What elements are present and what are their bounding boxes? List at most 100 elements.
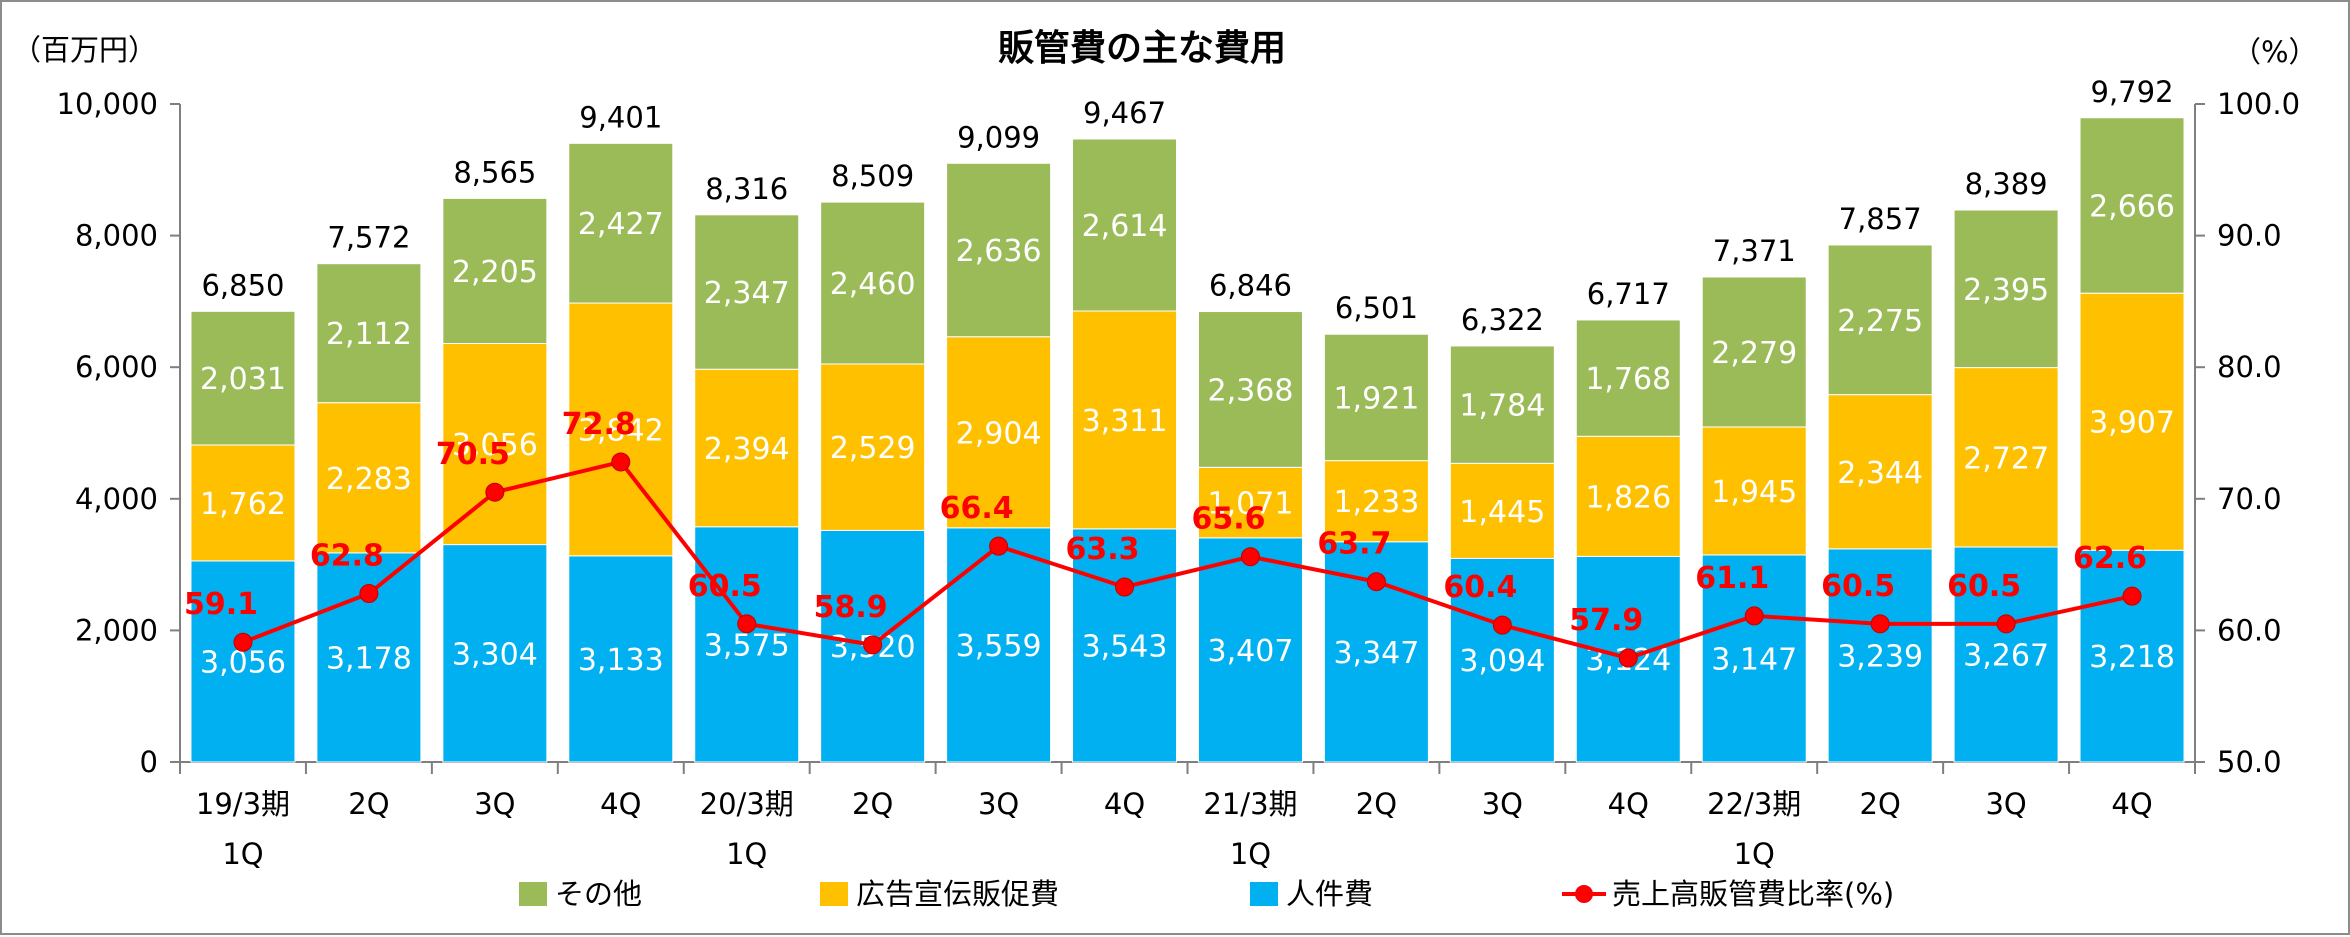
bar-segment-personnel — [1449, 557, 1555, 763]
bar-segment-other — [2079, 117, 2185, 294]
right-y-tick-label: 60.0 — [2217, 613, 2282, 647]
other-cost-label: 2,636 — [956, 234, 1042, 269]
bar-total-label: 6,850 — [201, 268, 284, 302]
bar-segment-personnel — [946, 527, 1052, 763]
x-tick-label: 2Q — [1860, 787, 1901, 821]
x-tick-label: 4Q — [1104, 787, 1145, 821]
personnel-cost-label: 3,239 — [1837, 639, 1923, 674]
bar-segment-other — [820, 201, 926, 365]
bar-segment-other — [1953, 209, 2059, 369]
ratio-label: 59.1 — [184, 587, 258, 622]
bar-segment-personnel — [1827, 548, 1933, 763]
bar-segment-advertising — [1701, 426, 1807, 556]
ratio-label: 60.5 — [1821, 569, 1895, 604]
right-y-tick-label: 50.0 — [2217, 745, 2282, 779]
bar-total-label: 7,371 — [1713, 234, 1796, 268]
ratio-label: 70.5 — [436, 437, 510, 472]
ratio-label: 72.8 — [562, 407, 636, 442]
bar-total-label: 6,501 — [1335, 291, 1418, 325]
x-tick-label: 1Q — [1734, 837, 1775, 871]
bar-segment-personnel — [1197, 537, 1303, 763]
bar-segment-other — [1701, 276, 1807, 428]
ratio-label: 65.6 — [1191, 502, 1265, 537]
legend-label: 売上高販管費比率(%) — [1612, 877, 1894, 911]
bar-segment-advertising — [1197, 466, 1303, 539]
right-y-tick-label: 90.0 — [2217, 219, 2282, 253]
bar-segment-advertising — [1575, 435, 1681, 557]
bar-total-label: 6,322 — [1461, 303, 1544, 337]
x-tick-label: 4Q — [2111, 787, 2152, 821]
ratio-point — [1744, 606, 1764, 626]
bar-segment-other — [316, 263, 422, 404]
legend-swatch-other — [519, 882, 547, 906]
advertising-cost-label: 1,071 — [1208, 487, 1294, 522]
bar-segment-advertising — [1072, 310, 1178, 530]
ratio-label: 61.1 — [1695, 561, 1769, 596]
bar-total-label: 7,572 — [327, 221, 410, 255]
ratio-point — [1618, 648, 1638, 668]
personnel-cost-label: 3,559 — [956, 629, 1042, 664]
bar-segment-personnel — [2079, 549, 2185, 763]
legend-swatch-personnel — [1250, 882, 1278, 906]
ratio-point — [1240, 547, 1260, 567]
bar-total-label: 8,316 — [705, 172, 788, 206]
bar-total-label: 7,857 — [1839, 202, 1922, 236]
bar-segment-personnel — [1072, 528, 1178, 763]
advertising-cost-label: 2,344 — [1837, 456, 1923, 491]
ratio-label: 63.3 — [1066, 532, 1140, 567]
x-tick-label: 4Q — [600, 787, 641, 821]
legend-label: 広告宣伝販促費 — [856, 877, 1059, 911]
bar-total-label: 9,792 — [2091, 75, 2174, 109]
left-y-tick-label: 8,000 — [75, 219, 158, 253]
bar-segment-other — [190, 310, 296, 446]
advertising-cost-label: 3,311 — [1082, 404, 1168, 439]
other-cost-label: 2,427 — [578, 207, 664, 242]
bar-segment-personnel — [190, 560, 296, 763]
ratio-point — [1996, 614, 2016, 634]
ratio-label: 58.9 — [814, 590, 888, 625]
ratio-label: 62.8 — [310, 539, 384, 574]
bar-total-label: 8,389 — [1965, 167, 2048, 201]
bar-segment-personnel — [1953, 546, 2059, 763]
x-tick-label: 3Q — [978, 787, 1019, 821]
ratio-label: 60.4 — [1443, 570, 1517, 605]
other-cost-label: 1,921 — [1333, 381, 1419, 416]
ratio-label: 57.9 — [1569, 603, 1643, 638]
right-y-tick-label: 80.0 — [2217, 350, 2282, 384]
left-axis-unit: （百万円） — [12, 33, 157, 67]
advertising-cost-label: 1,762 — [200, 487, 286, 522]
x-tick-label: 3Q — [1985, 787, 2026, 821]
personnel-cost-label: 3,347 — [1333, 636, 1419, 671]
ratio-point — [989, 536, 1009, 556]
right-y-tick-label: 70.0 — [2217, 482, 2282, 516]
advertising-cost-label: 2,727 — [1963, 441, 2049, 476]
bar-segment-advertising — [1953, 367, 2059, 548]
personnel-cost-label: 3,178 — [326, 641, 412, 676]
advertising-cost-label: 3,907 — [2089, 406, 2175, 441]
other-cost-label: 2,205 — [452, 255, 538, 290]
advertising-cost-label: 1,945 — [1711, 475, 1797, 510]
bar-segment-other — [568, 142, 674, 304]
ratio-point — [1492, 615, 1512, 635]
bar-segment-other — [1072, 138, 1178, 312]
x-tick-label: 4Q — [1608, 787, 1649, 821]
bar-segment-advertising — [190, 444, 296, 562]
x-tick-label: 20/3期 — [700, 787, 794, 821]
x-tick-label: 2Q — [1356, 787, 1397, 821]
x-tick-label: 3Q — [474, 787, 515, 821]
personnel-cost-label: 3,304 — [452, 637, 538, 672]
other-cost-label: 2,279 — [1711, 336, 1797, 371]
chart-title: 販管費の主な費用 — [998, 28, 1286, 69]
bar-segment-personnel — [694, 526, 800, 763]
bar-segment-other — [1197, 311, 1303, 468]
ratio-point — [1115, 577, 1135, 597]
bar-segment-other — [442, 197, 548, 345]
other-cost-label: 2,112 — [326, 317, 412, 352]
right-y-tick-label: 100.0 — [2217, 87, 2300, 121]
right-axis-unit: （%） — [2232, 35, 2318, 69]
left-y-tick-label: 6,000 — [75, 350, 158, 384]
other-cost-label: 1,768 — [1585, 362, 1671, 397]
ratio-label: 63.7 — [1317, 527, 1391, 562]
bar-total-label: 9,401 — [579, 100, 662, 134]
advertising-cost-label: 3,842 — [578, 413, 664, 448]
